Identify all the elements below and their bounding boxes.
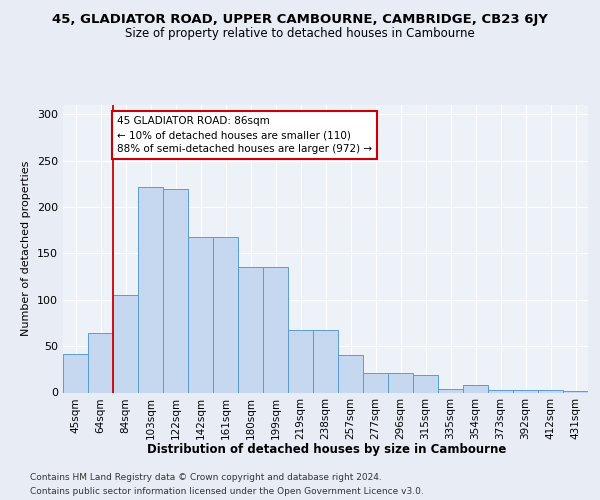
- Bar: [463, 385, 488, 392]
- Text: Distribution of detached houses by size in Cambourne: Distribution of detached houses by size …: [148, 442, 506, 456]
- Bar: [338, 356, 363, 393]
- Text: Size of property relative to detached houses in Cambourne: Size of property relative to detached ho…: [125, 28, 475, 40]
- Bar: [113, 295, 138, 392]
- Bar: [513, 390, 538, 392]
- Bar: [63, 354, 88, 393]
- Bar: [138, 186, 163, 392]
- Bar: [88, 333, 113, 392]
- Y-axis label: Number of detached properties: Number of detached properties: [22, 161, 31, 336]
- Bar: [388, 373, 413, 392]
- Bar: [488, 390, 513, 392]
- Bar: [563, 390, 588, 392]
- Bar: [538, 390, 563, 392]
- Bar: [313, 330, 338, 392]
- Bar: [413, 375, 438, 392]
- Bar: [213, 236, 238, 392]
- Bar: [188, 236, 213, 392]
- Text: Contains HM Land Registry data © Crown copyright and database right 2024.: Contains HM Land Registry data © Crown c…: [30, 472, 382, 482]
- Bar: [238, 268, 263, 392]
- Bar: [163, 190, 188, 392]
- Text: 45, GLADIATOR ROAD, UPPER CAMBOURNE, CAMBRIDGE, CB23 6JY: 45, GLADIATOR ROAD, UPPER CAMBOURNE, CAM…: [52, 12, 548, 26]
- Bar: [438, 389, 463, 392]
- Text: Contains public sector information licensed under the Open Government Licence v3: Contains public sector information licen…: [30, 488, 424, 496]
- Bar: [288, 330, 313, 392]
- Text: 45 GLADIATOR ROAD: 86sqm
← 10% of detached houses are smaller (110)
88% of semi-: 45 GLADIATOR ROAD: 86sqm ← 10% of detach…: [117, 116, 372, 154]
- Bar: [363, 373, 388, 392]
- Bar: [263, 268, 288, 392]
